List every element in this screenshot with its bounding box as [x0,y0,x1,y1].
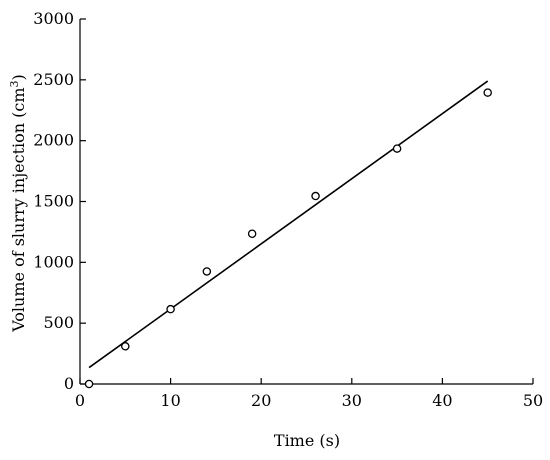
x-tick-label: 50 [523,391,543,410]
x-tick-label: 10 [160,391,180,410]
y-tick-label: 2500 [33,70,74,89]
fit-line [88,80,489,369]
axes [79,19,533,385]
y-tick-label: 1500 [33,192,74,211]
x-axis-title: Time (s) [274,431,340,450]
x-tick-label: 40 [432,391,452,410]
x-tick-label: 30 [342,391,362,410]
x-tick-label: 20 [251,391,271,410]
y-tick-label: 3000 [33,9,74,28]
y-tick-label: 2000 [33,131,74,150]
data-point [121,342,130,351]
data-point [166,304,175,314]
y-axis-title-main: Volume of slurry injection (cm [9,87,28,332]
y-tick-label: 500 [43,313,74,332]
y-axis-title: Volume of slurry injection (cm3) [8,74,28,333]
data-point [311,191,320,201]
x-tick-label: 0 [75,391,85,410]
y-tick-label: 0 [64,374,74,393]
data-point [392,144,402,153]
data-point [247,229,257,238]
data-point [483,88,492,97]
y-tick-label: 1000 [33,252,74,271]
y-axis-title-close: ) [9,74,28,80]
data-points [84,88,492,389]
y-axis-title-superscript: 3 [8,80,21,87]
data-point [202,267,212,276]
data-point [84,379,94,389]
fit-line-group [88,80,489,369]
